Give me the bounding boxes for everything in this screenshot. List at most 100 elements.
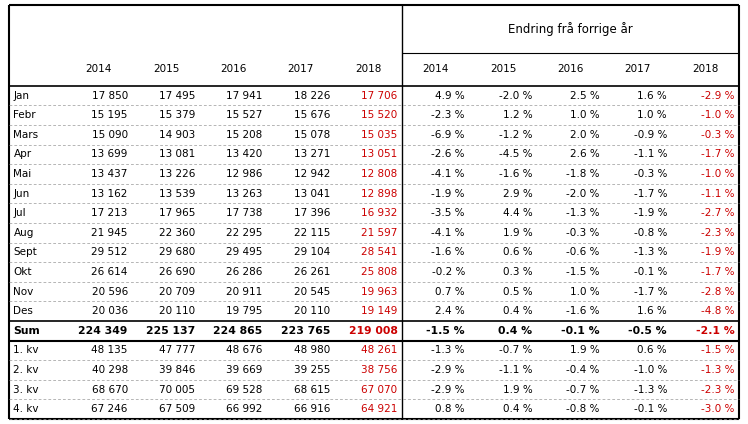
Text: -1.0 %: -1.0 % xyxy=(701,110,735,120)
Text: 38 756: 38 756 xyxy=(361,365,397,375)
Text: -2.1 %: -2.1 % xyxy=(696,326,735,336)
Text: 219 008: 219 008 xyxy=(349,326,397,336)
Text: 223 765: 223 765 xyxy=(280,326,330,336)
Text: -1.9 %: -1.9 % xyxy=(432,189,465,198)
Text: -1.3 %: -1.3 % xyxy=(701,365,735,375)
Text: Sept: Sept xyxy=(13,247,37,257)
Text: 15 090: 15 090 xyxy=(92,130,128,140)
Text: 26 614: 26 614 xyxy=(91,267,128,277)
Text: 1.0 %: 1.0 % xyxy=(570,110,600,120)
Text: 20 596: 20 596 xyxy=(91,287,128,296)
Text: Jun: Jun xyxy=(13,189,30,198)
Text: 0.6 %: 0.6 % xyxy=(637,345,667,355)
Text: 67 070: 67 070 xyxy=(361,385,397,394)
Text: -4.1 %: -4.1 % xyxy=(432,228,465,238)
Text: 1.9 %: 1.9 % xyxy=(570,345,600,355)
Text: 17 706: 17 706 xyxy=(361,91,397,100)
Text: 17 396: 17 396 xyxy=(294,208,330,218)
Text: -2.3 %: -2.3 % xyxy=(701,228,735,238)
Text: -0.2 %: -0.2 % xyxy=(432,267,465,277)
Text: 26 690: 26 690 xyxy=(159,267,195,277)
Text: -1.5 %: -1.5 % xyxy=(701,345,735,355)
Text: -1.9 %: -1.9 % xyxy=(634,208,667,218)
Text: -2.9 %: -2.9 % xyxy=(701,91,735,100)
Text: Mars: Mars xyxy=(13,130,39,140)
Text: -1.7 %: -1.7 % xyxy=(701,149,735,159)
Text: 2017: 2017 xyxy=(625,64,651,74)
Text: 2.9 %: 2.9 % xyxy=(503,189,533,198)
Text: 12 808: 12 808 xyxy=(361,169,397,179)
Text: 13 081: 13 081 xyxy=(159,149,195,159)
Text: -1.5 %: -1.5 % xyxy=(426,326,465,336)
Text: 1.9 %: 1.9 % xyxy=(503,385,533,394)
Text: 47 777: 47 777 xyxy=(159,345,195,355)
Text: 0.5 %: 0.5 % xyxy=(503,287,533,296)
Text: Aug: Aug xyxy=(13,228,34,238)
Text: 0.4 %: 0.4 % xyxy=(503,306,533,316)
Text: 66 992: 66 992 xyxy=(226,404,263,414)
Text: 0.8 %: 0.8 % xyxy=(435,404,465,414)
Text: -4.1 %: -4.1 % xyxy=(432,169,465,179)
Text: 20 709: 20 709 xyxy=(159,287,195,296)
Text: 20 110: 20 110 xyxy=(294,306,330,316)
Text: -1.6 %: -1.6 % xyxy=(499,169,533,179)
Text: -6.9 %: -6.9 % xyxy=(432,130,465,140)
Text: 15 379: 15 379 xyxy=(159,110,195,120)
Text: 66 916: 66 916 xyxy=(294,404,330,414)
Text: 20 110: 20 110 xyxy=(159,306,195,316)
Text: 224 349: 224 349 xyxy=(79,326,128,336)
Text: 12 942: 12 942 xyxy=(294,169,330,179)
Text: 29 104: 29 104 xyxy=(294,247,330,257)
Text: 17 738: 17 738 xyxy=(226,208,263,218)
Text: 18 226: 18 226 xyxy=(294,91,330,100)
Text: 1.2 %: 1.2 % xyxy=(503,110,533,120)
Text: 22 295: 22 295 xyxy=(226,228,263,238)
Text: -0.9 %: -0.9 % xyxy=(634,130,667,140)
Text: -1.3 %: -1.3 % xyxy=(634,385,667,394)
Text: 13 263: 13 263 xyxy=(226,189,263,198)
Text: 17 941: 17 941 xyxy=(226,91,263,100)
Text: 28 541: 28 541 xyxy=(361,247,397,257)
Text: -1.8 %: -1.8 % xyxy=(566,169,600,179)
Text: 2.0 %: 2.0 % xyxy=(570,130,600,140)
Text: -0.1 %: -0.1 % xyxy=(634,267,667,277)
Text: 64 921: 64 921 xyxy=(361,404,397,414)
Text: -1.6 %: -1.6 % xyxy=(432,247,465,257)
Text: 1.0 %: 1.0 % xyxy=(637,110,667,120)
Text: -1.2 %: -1.2 % xyxy=(499,130,533,140)
Text: -2.7 %: -2.7 % xyxy=(701,208,735,218)
Text: 15 195: 15 195 xyxy=(91,110,128,120)
Text: 20 911: 20 911 xyxy=(227,287,263,296)
Text: 39 846: 39 846 xyxy=(159,365,195,375)
Text: 2018: 2018 xyxy=(692,64,719,74)
Text: 40 298: 40 298 xyxy=(91,365,128,375)
Text: 1.0 %: 1.0 % xyxy=(570,287,600,296)
Text: -1.1 %: -1.1 % xyxy=(701,189,735,198)
Text: 29 495: 29 495 xyxy=(226,247,263,257)
Text: 15 208: 15 208 xyxy=(227,130,263,140)
Text: 13 699: 13 699 xyxy=(91,149,128,159)
Text: -0.7 %: -0.7 % xyxy=(499,345,533,355)
Text: 16 932: 16 932 xyxy=(361,208,397,218)
Text: Febr: Febr xyxy=(13,110,36,120)
Text: 13 271: 13 271 xyxy=(294,149,330,159)
Text: 13 041: 13 041 xyxy=(294,189,330,198)
Text: 70 005: 70 005 xyxy=(159,385,195,394)
Text: 0.4 %: 0.4 % xyxy=(503,404,533,414)
Text: 29 680: 29 680 xyxy=(159,247,195,257)
Text: 21 945: 21 945 xyxy=(91,228,128,238)
Text: -4.5 %: -4.5 % xyxy=(499,149,533,159)
Text: Jul: Jul xyxy=(13,208,26,218)
Text: 2018: 2018 xyxy=(355,64,381,74)
Text: 2.6 %: 2.6 % xyxy=(570,149,600,159)
Text: -0.8 %: -0.8 % xyxy=(634,228,667,238)
Text: 13 051: 13 051 xyxy=(361,149,397,159)
Text: 1.6 %: 1.6 % xyxy=(637,306,667,316)
Text: 67 509: 67 509 xyxy=(159,404,195,414)
Text: -1.0 %: -1.0 % xyxy=(634,365,667,375)
Text: 14 903: 14 903 xyxy=(159,130,195,140)
Text: 2. kv: 2. kv xyxy=(13,365,39,375)
Text: 0.3 %: 0.3 % xyxy=(503,267,533,277)
Text: -1.7 %: -1.7 % xyxy=(634,189,667,198)
Text: 13 539: 13 539 xyxy=(159,189,195,198)
